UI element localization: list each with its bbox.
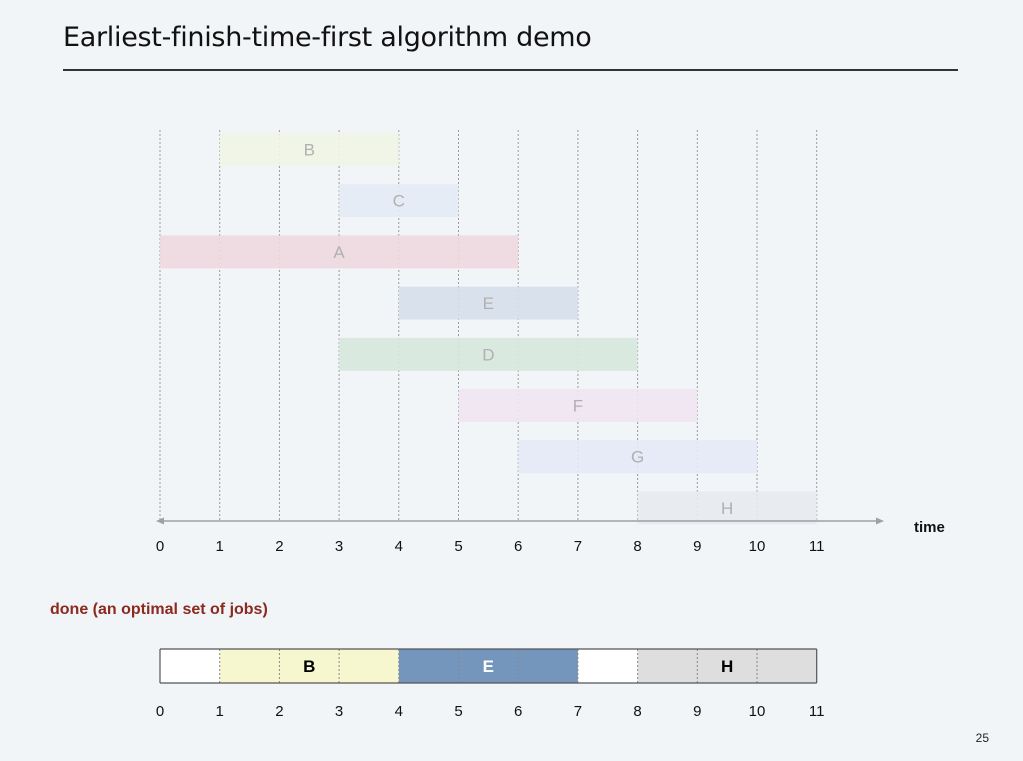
job-bar-d [339, 337, 638, 371]
job-bar-b [219, 133, 399, 166]
job-bar-f [458, 389, 698, 422]
job-bar-e [398, 286, 578, 320]
job-bars: B C A E D F G H [160, 133, 817, 525]
tick-label: 9 [693, 538, 701, 555]
done-label: done (an optimal set of jobs) [50, 601, 268, 618]
job-bar-c [339, 184, 459, 218]
page-number: 25 [975, 731, 989, 745]
tick-label: 8 [633, 538, 641, 555]
tick-label: 1 [216, 538, 224, 555]
tick-label: 11 [809, 538, 825, 555]
done-tick-label: 3 [335, 703, 343, 720]
done-tick-label: 8 [633, 703, 641, 720]
done-tick-label: 1 [216, 703, 224, 720]
done-tick-label: 4 [395, 703, 403, 720]
selected-job-label-h: H [721, 657, 733, 676]
job-bar-a [160, 235, 519, 269]
tick-label: 0 [156, 538, 164, 555]
job-bar-g [518, 440, 757, 474]
job-label-e: E [483, 294, 494, 313]
title-divider [63, 69, 958, 71]
selected-job-label-e: E [483, 657, 494, 676]
job-label-b: B [304, 141, 315, 160]
done-tick-label: 9 [693, 703, 701, 720]
selected-job-e [398, 649, 578, 683]
done-tick-label: 5 [454, 703, 462, 720]
job-bar-h [637, 491, 817, 525]
tick-label: 7 [574, 538, 582, 555]
job-label-f: F [573, 397, 583, 416]
tick-label: 3 [335, 538, 343, 555]
done-tick-label: 7 [574, 703, 582, 720]
selected-job-h [637, 649, 817, 683]
axis-arrow-left [156, 517, 164, 525]
tick-label: 10 [749, 538, 766, 555]
job-label-a: A [333, 243, 345, 262]
time-axis: time 0 1 2 3 4 5 6 7 8 9 10 11 [156, 517, 945, 555]
done-tick-label: 11 [809, 703, 825, 720]
selected-job-label-b: B [303, 657, 315, 676]
done-tick-label: 10 [749, 703, 766, 720]
page-title: Earliest-finish-time-first algorithm dem… [63, 22, 592, 53]
selected-job-b [219, 649, 399, 683]
done-tick-label: 6 [514, 703, 522, 720]
done-timeline: B E H 0 1 2 3 4 5 6 7 8 9 10 11 [156, 648, 825, 720]
tick-label: 2 [275, 538, 283, 555]
done-tick-label: 2 [275, 703, 283, 720]
axis-label: time [914, 519, 945, 536]
job-label-c: C [393, 192, 405, 211]
tick-label: 5 [454, 538, 462, 555]
done-tick-label: 0 [156, 703, 164, 720]
job-label-h: H [721, 499, 733, 518]
job-label-g: G [631, 448, 644, 467]
tick-label: 6 [514, 538, 522, 555]
tick-label: 4 [395, 538, 403, 555]
job-label-d: D [482, 345, 494, 364]
axis-arrow-right [876, 517, 884, 525]
